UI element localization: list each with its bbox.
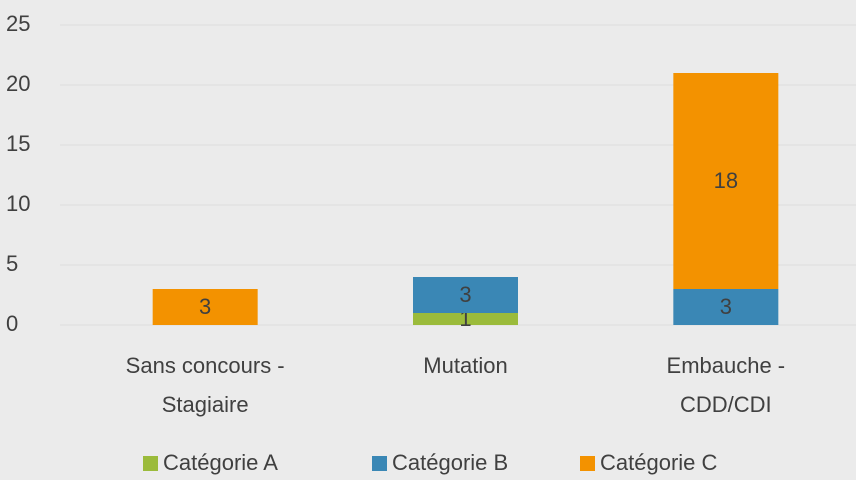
y-tick-label: 15 bbox=[6, 131, 30, 156]
x-tick-label: Mutation bbox=[423, 353, 507, 378]
legend-label: Catégorie A bbox=[163, 450, 278, 475]
legend-swatch bbox=[372, 456, 387, 471]
data-label: 3 bbox=[720, 294, 732, 319]
bar-segment bbox=[413, 313, 518, 325]
y-tick-label: 20 bbox=[6, 71, 30, 96]
x-tick-label: Stagiaire bbox=[162, 392, 249, 417]
legend-label: Catégorie B bbox=[392, 450, 508, 475]
data-label: 3 bbox=[459, 282, 471, 307]
legend-swatch bbox=[143, 456, 158, 471]
bar-segment bbox=[673, 289, 779, 325]
y-tick-label: 5 bbox=[6, 251, 18, 276]
bar-segment bbox=[152, 289, 258, 325]
y-tick-label: 25 bbox=[6, 11, 30, 36]
x-tick-label: Sans concours - bbox=[126, 353, 285, 378]
legend-label: Catégorie C bbox=[600, 450, 718, 475]
data-label: 18 bbox=[714, 168, 738, 193]
legend-swatch bbox=[580, 456, 595, 471]
bar-segment bbox=[413, 277, 518, 313]
bar-segment bbox=[673, 73, 779, 289]
x-tick-label: CDD/CDI bbox=[680, 392, 772, 417]
x-tick-label: Embauche - bbox=[667, 353, 786, 378]
y-tick-label: 0 bbox=[6, 311, 18, 336]
y-tick-label: 10 bbox=[6, 191, 30, 216]
data-label: 3 bbox=[199, 294, 211, 319]
